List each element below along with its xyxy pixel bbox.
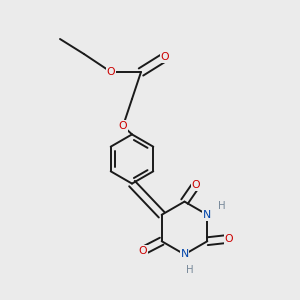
Text: N: N bbox=[180, 249, 189, 260]
Text: H: H bbox=[186, 265, 194, 275]
Text: H: H bbox=[218, 201, 226, 212]
Text: O: O bbox=[192, 180, 200, 190]
Text: O: O bbox=[119, 121, 127, 131]
Text: N: N bbox=[203, 210, 212, 220]
Text: O: O bbox=[107, 67, 115, 77]
Text: O: O bbox=[161, 52, 169, 62]
Text: O: O bbox=[139, 246, 147, 256]
Text: O: O bbox=[225, 234, 233, 244]
